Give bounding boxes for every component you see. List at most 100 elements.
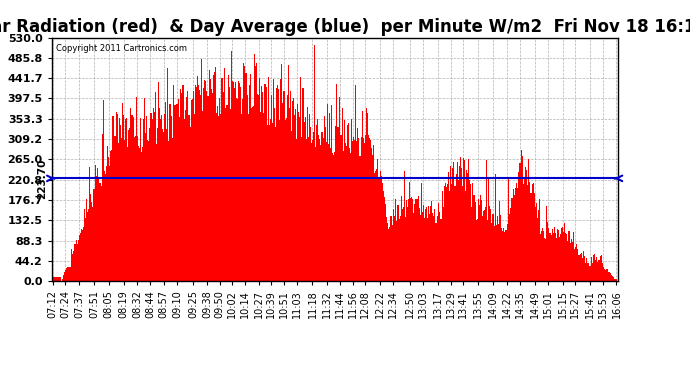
Bar	[567, 242, 569, 281]
Bar	[104, 171, 105, 281]
Bar	[158, 82, 159, 281]
Bar	[101, 186, 102, 281]
Bar	[279, 120, 280, 281]
Bar	[329, 113, 330, 281]
Bar	[410, 198, 411, 281]
Bar	[386, 217, 387, 281]
Bar	[525, 167, 526, 281]
Bar	[511, 198, 513, 281]
Bar	[242, 99, 244, 281]
Bar	[190, 100, 192, 281]
Bar	[77, 240, 79, 281]
Bar	[300, 77, 302, 281]
Bar	[152, 108, 154, 281]
Bar	[521, 150, 522, 281]
Bar	[232, 81, 233, 281]
Bar	[79, 236, 80, 281]
Bar	[388, 228, 389, 281]
Bar	[437, 203, 439, 281]
Bar	[429, 214, 430, 281]
Bar	[156, 144, 157, 281]
Bar	[86, 199, 87, 281]
Bar	[549, 233, 551, 281]
Bar	[337, 127, 338, 281]
Bar	[215, 67, 216, 281]
Bar	[87, 211, 88, 281]
Bar	[382, 183, 383, 281]
Bar	[220, 114, 221, 281]
Bar	[155, 92, 156, 281]
Bar	[387, 223, 388, 281]
Bar	[439, 212, 440, 281]
Bar	[513, 195, 515, 281]
Bar	[471, 207, 473, 281]
Bar	[332, 153, 333, 281]
Bar	[576, 244, 577, 281]
Bar	[226, 105, 228, 281]
Bar	[374, 173, 375, 281]
Bar	[164, 114, 165, 281]
Bar	[524, 178, 525, 281]
Bar	[328, 144, 329, 281]
Bar	[55, 278, 57, 281]
Bar	[264, 84, 266, 281]
Bar	[378, 178, 380, 281]
Bar	[446, 187, 447, 281]
Bar	[312, 140, 313, 281]
Bar	[302, 88, 304, 281]
Bar	[460, 158, 461, 281]
Bar	[507, 224, 509, 281]
Bar	[179, 117, 180, 281]
Bar	[165, 102, 166, 281]
Bar	[270, 96, 272, 281]
Bar	[540, 234, 541, 281]
Bar	[64, 273, 65, 281]
Bar	[260, 112, 262, 281]
Bar	[358, 138, 359, 281]
Bar	[497, 224, 499, 281]
Bar	[134, 137, 135, 281]
Bar	[268, 125, 270, 281]
Bar	[546, 206, 547, 281]
Bar	[210, 89, 212, 281]
Bar	[117, 114, 118, 281]
Bar	[481, 200, 482, 281]
Bar	[148, 141, 150, 281]
Bar	[491, 224, 493, 281]
Bar	[184, 119, 186, 281]
Bar	[275, 127, 276, 281]
Bar	[67, 267, 68, 281]
Bar	[286, 95, 288, 281]
Bar	[577, 249, 578, 281]
Bar	[457, 180, 459, 281]
Bar	[92, 207, 93, 281]
Bar	[214, 72, 215, 281]
Bar	[65, 270, 66, 281]
Bar	[487, 220, 489, 281]
Bar	[154, 112, 155, 281]
Bar	[421, 183, 422, 281]
Bar	[258, 95, 259, 281]
Bar	[353, 137, 354, 281]
Bar	[256, 63, 257, 281]
Bar	[542, 228, 543, 281]
Bar	[166, 129, 168, 281]
Bar	[192, 99, 193, 281]
Bar	[296, 139, 297, 281]
Bar	[112, 116, 113, 281]
Bar	[350, 153, 351, 281]
Bar	[483, 211, 484, 281]
Bar	[357, 128, 358, 281]
Bar	[252, 107, 253, 281]
Bar	[277, 85, 278, 281]
Bar	[182, 85, 183, 281]
Bar	[604, 269, 605, 281]
Bar	[216, 112, 217, 281]
Bar	[176, 104, 177, 281]
Bar	[234, 88, 235, 281]
Bar	[194, 114, 195, 281]
Bar	[553, 227, 555, 281]
Bar	[128, 130, 129, 281]
Bar	[157, 128, 158, 281]
Bar	[366, 108, 367, 281]
